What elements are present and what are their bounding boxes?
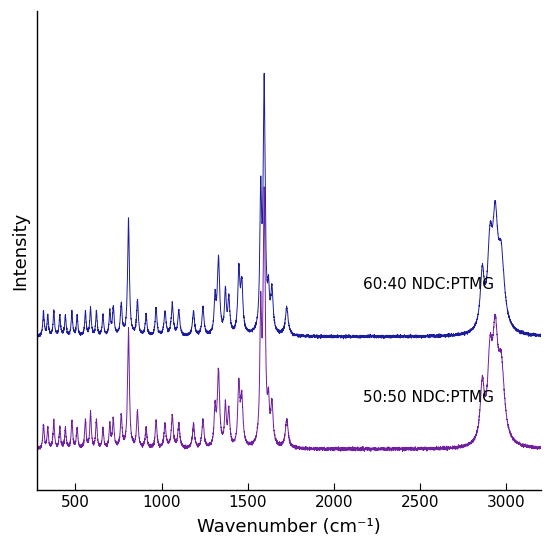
Y-axis label: Intensity: Intensity (11, 211, 29, 289)
Text: 50:50 NDC:PTMG: 50:50 NDC:PTMG (363, 390, 495, 405)
X-axis label: Wavenumber (cm⁻¹): Wavenumber (cm⁻¹) (197, 518, 381, 536)
Text: 60:40 NDC:PTMG: 60:40 NDC:PTMG (363, 277, 495, 292)
